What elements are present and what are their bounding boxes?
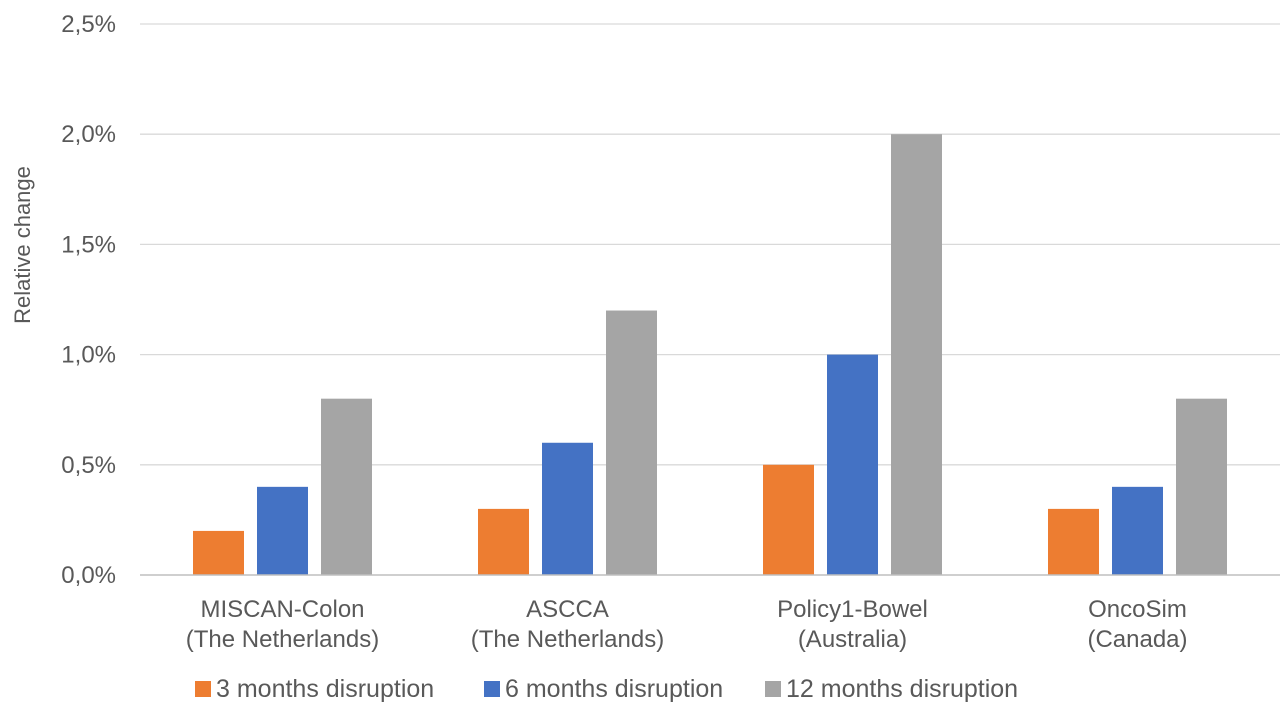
x-category-label-line: (Australia) bbox=[798, 626, 907, 653]
legend: 3 months disruption 6 months disruption 12… bbox=[195, 675, 1018, 703]
legend-swatch bbox=[484, 681, 500, 697]
bar bbox=[257, 486, 308, 575]
legend-label: 12 months disruption bbox=[786, 675, 1018, 703]
x-category-label-line: OncoSim bbox=[1088, 596, 1187, 623]
y-tick-label: 0,5% bbox=[61, 452, 116, 479]
x-category-label: Policy1-Bowel (Australia) bbox=[777, 596, 928, 653]
bar bbox=[763, 464, 814, 575]
legend-label: 6 months disruption bbox=[505, 675, 723, 703]
x-axis: MISCAN-Colon (The Netherlands) ASCCA (The N… bbox=[140, 574, 1280, 653]
gridlines bbox=[140, 23, 1280, 466]
legend-label: 3 months disruption bbox=[216, 675, 434, 703]
bars bbox=[193, 134, 1227, 575]
y-tick-label: 0,0% bbox=[61, 562, 116, 589]
x-category-label-line: MISCAN-Colon bbox=[200, 596, 364, 623]
x-category-label: OncoSim (Canada) bbox=[1087, 596, 1187, 653]
y-tick-label: 2,5% bbox=[61, 11, 116, 38]
x-category-label: ASCCA (The Netherlands) bbox=[471, 596, 664, 653]
bar bbox=[542, 442, 593, 575]
bar bbox=[193, 530, 244, 575]
legend-swatch bbox=[195, 681, 211, 697]
bar bbox=[1048, 508, 1099, 575]
x-category-label-line: ASCCA bbox=[526, 596, 609, 623]
y-tick-label: 1,0% bbox=[61, 342, 116, 369]
x-category-label-line: (The Netherlands) bbox=[471, 626, 664, 653]
legend-swatch bbox=[765, 681, 781, 697]
bar bbox=[1112, 486, 1163, 575]
x-category-label-line: (The Netherlands) bbox=[186, 626, 379, 653]
x-category-label: MISCAN-Colon (The Netherlands) bbox=[186, 596, 379, 653]
bar bbox=[1176, 398, 1227, 575]
x-category-label-line: (Canada) bbox=[1087, 626, 1187, 653]
bar bbox=[606, 310, 657, 575]
bar bbox=[478, 508, 529, 575]
y-axis-title: Relative change bbox=[10, 166, 35, 324]
y-tick-label: 1,5% bbox=[61, 231, 116, 258]
y-axis-ticks: 0,0% 0,5% 1,0% 1,5% 2,0% 2,5% bbox=[61, 11, 116, 589]
bar bbox=[891, 134, 942, 575]
y-tick-label: 2,0% bbox=[61, 121, 116, 148]
x-category-label-line: Policy1-Bowel bbox=[777, 596, 928, 623]
bar bbox=[321, 398, 372, 575]
bar bbox=[827, 354, 878, 575]
